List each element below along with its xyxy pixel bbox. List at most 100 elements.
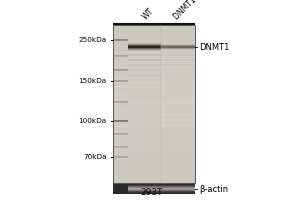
- Bar: [112, 46, 195, 49]
- Bar: [128, 45, 160, 46]
- Bar: [160, 190, 195, 191]
- Text: WT: WT: [141, 6, 156, 21]
- Bar: [128, 44, 160, 45]
- Bar: [112, 159, 195, 162]
- Bar: [112, 35, 195, 38]
- Bar: [128, 46, 160, 47]
- Bar: [112, 108, 195, 111]
- Bar: [112, 137, 195, 140]
- Bar: [128, 47, 160, 48]
- Bar: [128, 48, 160, 49]
- Bar: [160, 188, 195, 189]
- Bar: [112, 54, 195, 57]
- Bar: [128, 42, 160, 43]
- Bar: [112, 92, 195, 95]
- Bar: [112, 86, 195, 89]
- Bar: [112, 148, 195, 151]
- Bar: [160, 44, 195, 45]
- Bar: [112, 129, 195, 132]
- Text: 250kDa: 250kDa: [78, 37, 106, 43]
- Bar: [112, 116, 195, 119]
- Bar: [128, 41, 160, 42]
- Bar: [160, 192, 195, 193]
- Bar: [160, 47, 195, 48]
- Bar: [112, 94, 195, 97]
- Bar: [112, 70, 195, 73]
- Bar: [112, 89, 195, 92]
- Bar: [160, 191, 195, 192]
- Bar: [128, 51, 160, 52]
- Bar: [112, 145, 195, 148]
- Bar: [160, 186, 195, 187]
- Bar: [112, 60, 195, 62]
- Bar: [112, 156, 195, 159]
- Bar: [112, 78, 195, 81]
- Bar: [112, 25, 195, 183]
- Bar: [112, 73, 195, 76]
- Bar: [112, 169, 195, 172]
- Bar: [128, 191, 160, 192]
- Bar: [112, 100, 195, 103]
- Bar: [160, 45, 195, 46]
- Bar: [112, 110, 195, 113]
- Bar: [112, 151, 195, 154]
- Bar: [128, 186, 160, 187]
- Bar: [128, 43, 160, 44]
- Bar: [112, 41, 195, 44]
- Bar: [112, 23, 195, 25]
- Bar: [112, 68, 195, 71]
- Bar: [128, 47, 160, 48]
- Bar: [112, 76, 195, 79]
- Text: 70kDa: 70kDa: [83, 154, 106, 160]
- Bar: [112, 33, 195, 36]
- Bar: [112, 27, 195, 30]
- Bar: [128, 193, 160, 194]
- Bar: [112, 126, 195, 129]
- Bar: [112, 113, 195, 116]
- Bar: [112, 161, 195, 164]
- Bar: [160, 50, 195, 51]
- Bar: [160, 193, 195, 194]
- Bar: [160, 50, 195, 51]
- Bar: [112, 52, 195, 54]
- Bar: [160, 192, 195, 193]
- Bar: [128, 43, 160, 44]
- Bar: [112, 57, 195, 60]
- Bar: [112, 175, 195, 178]
- Bar: [128, 184, 160, 185]
- Bar: [128, 192, 160, 193]
- Bar: [112, 177, 195, 180]
- Bar: [160, 48, 195, 49]
- Text: 100kDa: 100kDa: [78, 118, 106, 124]
- Bar: [128, 189, 160, 190]
- Bar: [128, 188, 160, 189]
- Bar: [112, 49, 195, 52]
- Bar: [112, 84, 195, 87]
- Bar: [112, 135, 195, 137]
- Bar: [112, 172, 195, 175]
- Bar: [160, 183, 195, 184]
- Bar: [160, 185, 195, 186]
- Bar: [112, 167, 195, 170]
- Bar: [128, 187, 160, 188]
- Text: β-actin: β-actin: [200, 184, 229, 194]
- Bar: [112, 22, 195, 25]
- Bar: [160, 184, 195, 185]
- Bar: [128, 185, 160, 186]
- Bar: [112, 132, 195, 135]
- Bar: [128, 50, 160, 51]
- Bar: [112, 164, 195, 167]
- Bar: [160, 184, 195, 185]
- Bar: [112, 97, 195, 100]
- Bar: [112, 183, 195, 194]
- Bar: [160, 43, 195, 44]
- Text: DNMT1 KD: DNMT1 KD: [172, 0, 208, 21]
- Text: 150kDa: 150kDa: [78, 78, 106, 84]
- Bar: [128, 192, 160, 193]
- Bar: [128, 187, 160, 188]
- Bar: [112, 62, 195, 65]
- Bar: [112, 43, 195, 46]
- Bar: [112, 30, 195, 33]
- Bar: [112, 140, 195, 143]
- Bar: [160, 49, 195, 50]
